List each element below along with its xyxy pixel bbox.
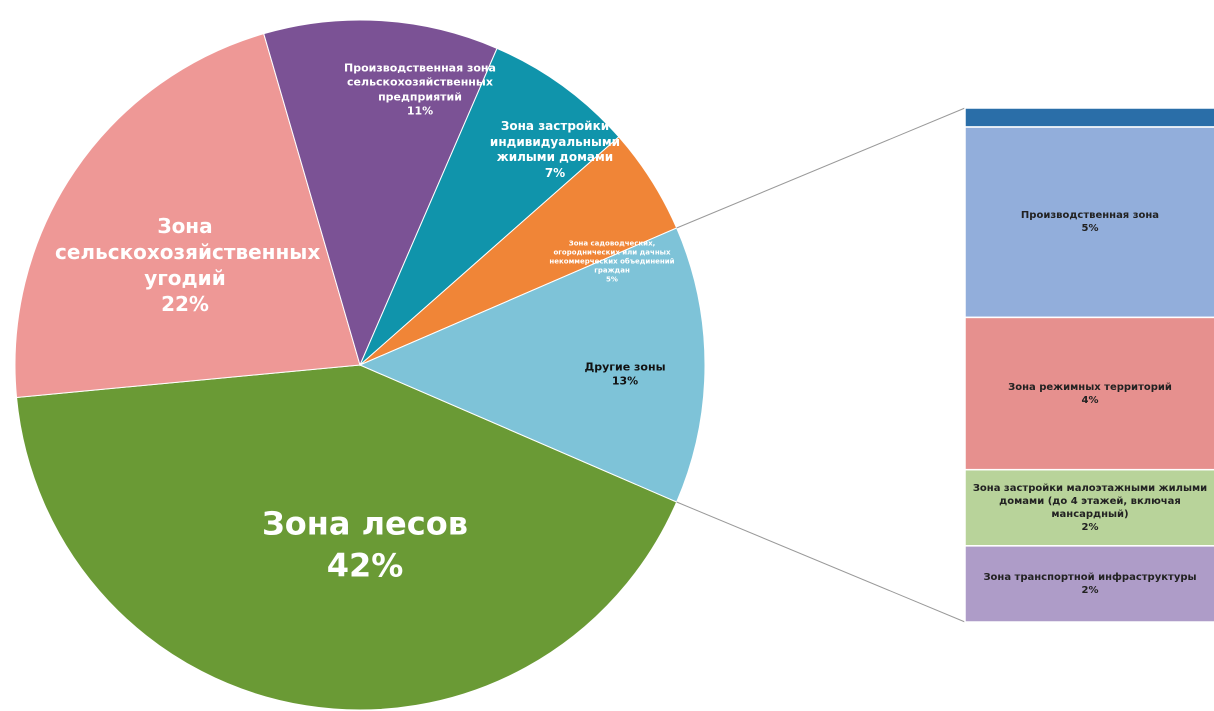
bar-name: Зона транспортной инфраструктуры xyxy=(983,571,1197,583)
bar-value: 2% xyxy=(1081,521,1099,533)
slice-name: Зона садоводческих, огороднических или д… xyxy=(549,239,675,275)
slice-value: 11% xyxy=(406,104,434,118)
slice-name: Производственная зона сельскохозяйственн… xyxy=(344,61,496,103)
pie-slice xyxy=(359,47,620,366)
bar-label: Зона режимных территорий 4% xyxy=(965,381,1214,407)
slice-name: Другие зоны xyxy=(584,360,666,374)
pie-slice xyxy=(263,19,498,367)
bar-segment xyxy=(964,468,1214,547)
bar-segment xyxy=(964,126,1214,319)
slice-value: 7% xyxy=(544,165,566,180)
slice-name: Зона сельскохозяйственных угодий xyxy=(55,214,321,290)
bar-name: Зона застройки малоэтажными жилыми домам… xyxy=(972,482,1208,520)
slice-label: Зона лесов 42% xyxy=(215,503,515,586)
bar-value: 5% xyxy=(1081,223,1099,235)
slice-value: 22% xyxy=(161,292,209,316)
slice-name: Зона застройки индивидуальными жилыми до… xyxy=(489,118,621,164)
slice-label: Производственная зона сельскохозяйственн… xyxy=(320,61,520,118)
bar-value: 2% xyxy=(1081,584,1099,596)
slice-label: Другие зоны 13% xyxy=(565,361,685,390)
slice-value: 13% xyxy=(611,375,639,388)
slice-value: 42% xyxy=(326,546,404,584)
slice-label: Зона садоводческих, огороднических или д… xyxy=(537,239,687,284)
connector xyxy=(676,501,966,623)
slice-label: Зона сельскохозяйственных угодий 22% xyxy=(55,213,321,317)
bar-segment xyxy=(964,316,1214,471)
bar-label: Зона транспортной инфраструктуры 2% xyxy=(965,571,1214,597)
pie-slice xyxy=(15,364,678,711)
slice-label: Зона застройки индивидуальными жилыми до… xyxy=(485,119,625,181)
connector xyxy=(676,107,966,229)
bar-segment xyxy=(964,107,1214,128)
bar-name: Производственная зона xyxy=(1020,210,1160,222)
pie-slice xyxy=(358,227,706,503)
bar-value: 4% xyxy=(1081,394,1099,406)
slice-name: Зона лесов xyxy=(262,504,468,543)
bar-segment xyxy=(964,545,1214,623)
bar-label: Производственная зона 5% xyxy=(965,209,1214,235)
bar-name: Зона режимных территорий xyxy=(1008,381,1172,393)
bar-label: Зона застройки малоэтажными жилыми домам… xyxy=(965,482,1214,534)
slice-value: 5% xyxy=(606,275,618,284)
pie-slice xyxy=(14,33,361,399)
